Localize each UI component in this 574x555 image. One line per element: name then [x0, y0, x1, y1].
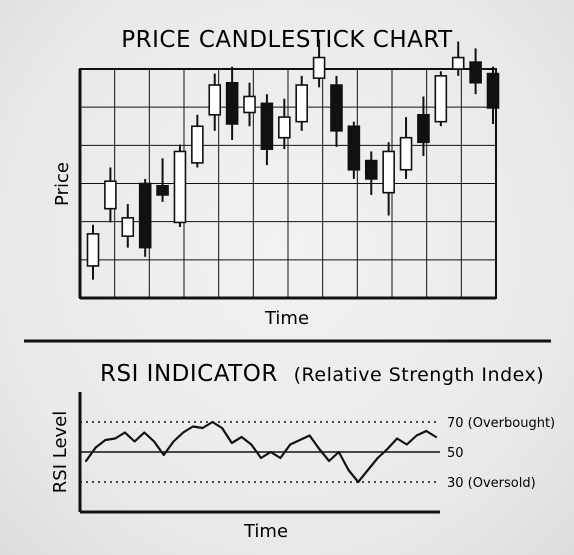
candle-body [399, 136, 413, 171]
candle-body [138, 182, 152, 249]
candlestick-series [86, 39, 500, 280]
candlestick-grid [78, 68, 497, 300]
rsi-chart-title: RSI INDICATOR (Relative Strength Index) [100, 361, 544, 387]
candle-body [469, 61, 482, 84]
candle-body [104, 180, 117, 210]
rsi-axes [78, 392, 440, 514]
candle-body [417, 114, 430, 144]
rsi-y-axis-label: RSI Level [50, 411, 71, 493]
rsi-title-main: RSI INDICATOR [100, 361, 278, 387]
candle-body [347, 125, 361, 171]
rsi-line [84, 420, 438, 484]
rsi-reference-label: 70 (Overbought) [447, 416, 555, 431]
rsi-reference-label: 30 (Oversold) [447, 476, 536, 491]
candle-body [243, 95, 256, 114]
candle-body [434, 75, 448, 123]
candle-body [86, 233, 100, 267]
candle-body [208, 84, 222, 116]
candle-body [121, 217, 135, 237]
candle-body [278, 116, 291, 139]
candle-body [260, 102, 274, 150]
candle-body [156, 184, 169, 196]
candle-body [295, 84, 308, 123]
candle-body [451, 56, 465, 70]
candle-body [225, 81, 239, 125]
candlestick-x-axis-label: Time [264, 308, 309, 329]
rsi-series [84, 420, 438, 484]
rsi-title-paren: (Relative Strength Index) [294, 364, 545, 386]
candle-body [312, 56, 326, 79]
candle-body [330, 84, 343, 132]
candle-body [364, 159, 378, 180]
candlestick-chart-title: PRICE CANDLESTICK CHART [121, 27, 453, 53]
candle-body [191, 125, 204, 164]
rsi-reference-label: 50 [447, 446, 464, 461]
candlestick-y-axis-label: Price [52, 162, 73, 206]
candle-body [382, 150, 395, 194]
rsi-reference-lines: 70 (Overbought) 50 30 (Oversold) [80, 416, 555, 491]
candle-body [486, 72, 500, 109]
candle-body [173, 150, 187, 224]
rsi-x-axis-label: Time [243, 521, 288, 542]
